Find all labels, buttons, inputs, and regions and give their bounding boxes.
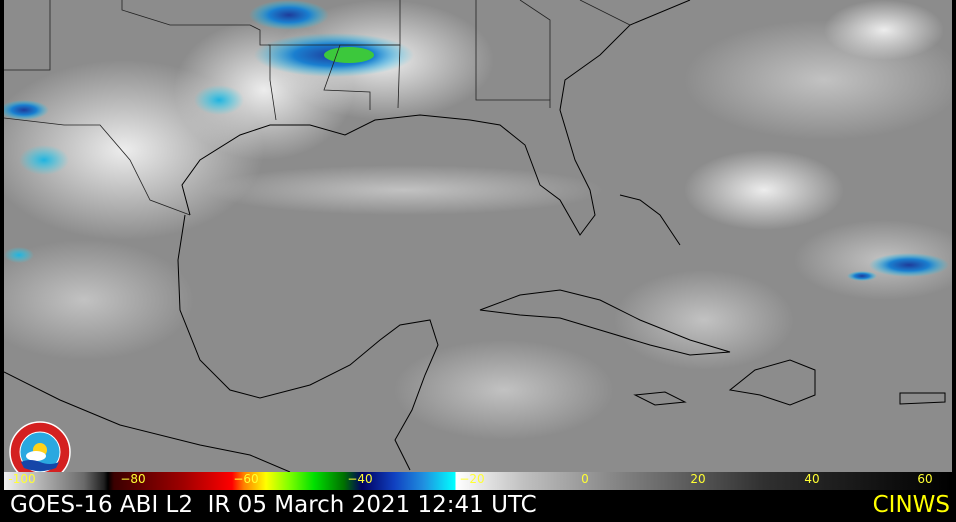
colorbar-tick: 40 (804, 472, 820, 486)
colorbar-tick: 20 (690, 472, 706, 486)
coastlines (4, 0, 946, 472)
colorbar-tick: −60 (233, 472, 259, 486)
image-title: GOES-16 ABI L2 IR 05 March 2021 12:41 UT… (10, 492, 537, 518)
map-layer (4, 0, 952, 472)
brand-label: CINWS (872, 492, 950, 518)
cloud-field (4, 0, 952, 440)
colorbar-tick: −80 (120, 472, 146, 486)
cinws-logo (9, 421, 71, 483)
colorbar-tick: 60 (917, 472, 933, 486)
satellite-map (4, 0, 952, 472)
colorbar-tick: 0 (581, 472, 589, 486)
colorbar-tick: −40 (347, 472, 373, 486)
temperature-colorbar (4, 472, 952, 490)
state-borders (4, 0, 631, 216)
cold-cloud-tops (4, 0, 949, 281)
colorbar-tick: −20 (459, 472, 485, 486)
colorbar-tick: -100 (8, 472, 36, 486)
